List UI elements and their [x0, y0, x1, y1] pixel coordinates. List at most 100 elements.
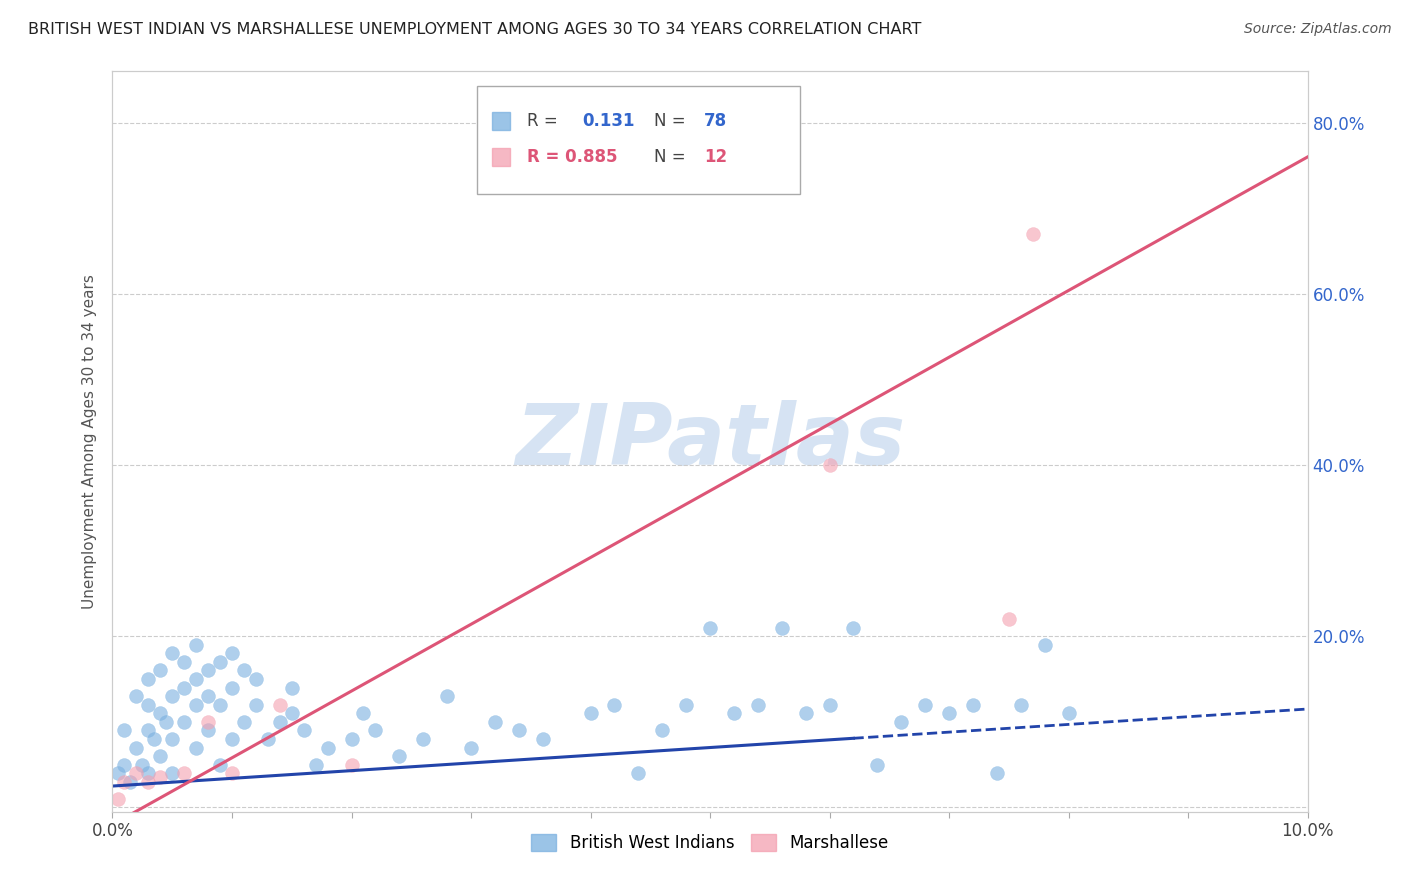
Point	[162, 731, 183, 746]
Point	[353, 706, 375, 721]
Point	[114, 723, 135, 738]
Point	[221, 646, 243, 660]
Point	[651, 723, 673, 738]
Point	[292, 723, 315, 738]
Point	[281, 681, 304, 695]
Point	[531, 731, 554, 746]
Point	[699, 621, 721, 635]
Point	[436, 689, 458, 703]
Point	[986, 766, 1008, 780]
Point	[125, 689, 148, 703]
Point	[747, 698, 769, 712]
Point	[149, 706, 172, 721]
Point	[914, 698, 936, 712]
Text: R =: R =	[527, 112, 564, 130]
Point	[155, 714, 177, 729]
Point	[866, 757, 889, 772]
Point	[197, 664, 219, 678]
Point	[173, 766, 195, 780]
Point	[316, 740, 339, 755]
Point	[508, 723, 530, 738]
Point	[723, 706, 745, 721]
Point	[197, 723, 219, 738]
Point	[603, 698, 626, 712]
Point	[125, 740, 148, 755]
Point	[162, 766, 183, 780]
Point	[938, 706, 960, 721]
Text: N =: N =	[654, 112, 690, 130]
Point	[1022, 227, 1045, 241]
Point	[890, 714, 912, 729]
Point	[388, 749, 411, 764]
Point	[460, 740, 482, 755]
Point	[107, 792, 129, 806]
Point	[114, 757, 135, 772]
Point	[245, 698, 267, 712]
Point	[209, 655, 232, 669]
Point	[281, 706, 304, 721]
Point	[221, 731, 243, 746]
Point	[269, 714, 291, 729]
Point	[233, 664, 256, 678]
Point	[197, 714, 219, 729]
Point	[1033, 638, 1056, 652]
Point	[143, 731, 166, 746]
Point	[114, 774, 135, 789]
Point	[340, 757, 363, 772]
Point	[125, 766, 148, 780]
Point	[149, 664, 172, 678]
Point	[149, 771, 172, 785]
Point	[162, 689, 183, 703]
Point	[627, 766, 650, 780]
Point	[269, 698, 291, 712]
Point	[842, 621, 865, 635]
Point	[233, 714, 256, 729]
Point	[107, 766, 129, 780]
Legend: British West Indians, Marshallese: British West Indians, Marshallese	[524, 828, 896, 859]
Point	[364, 723, 387, 738]
Point	[257, 731, 280, 746]
Point	[1057, 706, 1080, 721]
Point	[209, 698, 232, 712]
Point	[340, 731, 363, 746]
Point	[998, 612, 1021, 626]
Point	[412, 731, 434, 746]
Point	[131, 757, 153, 772]
Point	[221, 681, 243, 695]
Point	[120, 774, 142, 789]
Point	[138, 766, 160, 780]
FancyBboxPatch shape	[477, 87, 800, 194]
Point	[794, 706, 817, 721]
Point	[186, 638, 208, 652]
Point	[173, 655, 195, 669]
Point	[138, 723, 160, 738]
Point	[818, 458, 841, 472]
Point	[138, 774, 160, 789]
Point	[770, 621, 793, 635]
Point	[138, 698, 160, 712]
Point	[173, 714, 195, 729]
Point	[245, 672, 267, 686]
Text: ZIPatlas: ZIPatlas	[515, 400, 905, 483]
Point	[209, 757, 232, 772]
Point	[162, 646, 183, 660]
Y-axis label: Unemployment Among Ages 30 to 34 years: Unemployment Among Ages 30 to 34 years	[82, 274, 97, 609]
Point	[138, 672, 160, 686]
Point	[484, 714, 506, 729]
Point	[173, 681, 195, 695]
Text: 12: 12	[704, 147, 727, 166]
Point	[186, 740, 208, 755]
Text: BRITISH WEST INDIAN VS MARSHALLESE UNEMPLOYMENT AMONG AGES 30 TO 34 YEARS CORREL: BRITISH WEST INDIAN VS MARSHALLESE UNEMP…	[28, 22, 921, 37]
Text: 78: 78	[704, 112, 727, 130]
Point	[579, 706, 602, 721]
Point	[1010, 698, 1032, 712]
Point	[305, 757, 328, 772]
Text: 0.131: 0.131	[582, 112, 634, 130]
Point	[675, 698, 697, 712]
Point	[149, 749, 172, 764]
Point	[962, 698, 984, 712]
Text: R = 0.885: R = 0.885	[527, 147, 617, 166]
Point	[186, 698, 208, 712]
Point	[221, 766, 243, 780]
Point	[186, 672, 208, 686]
